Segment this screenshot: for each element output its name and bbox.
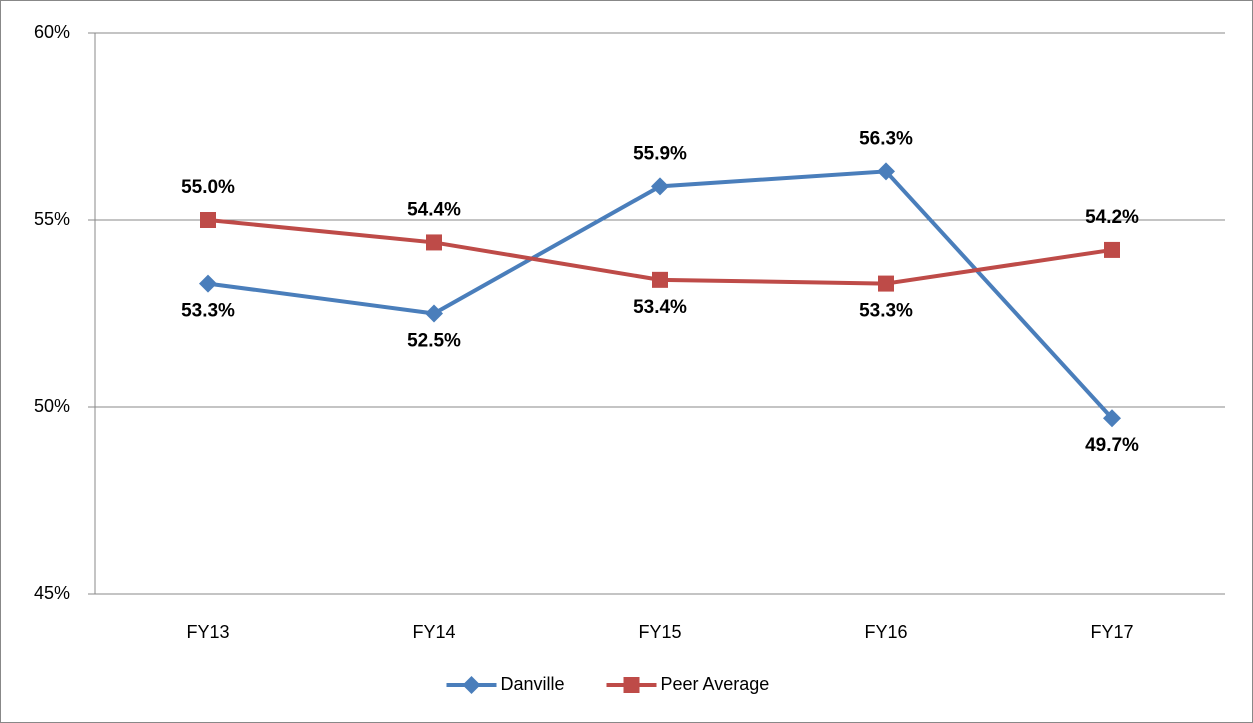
data-label: 55.0%	[181, 177, 235, 198]
marker	[652, 271, 668, 288]
data-label: 49.7%	[1085, 435, 1139, 456]
marker	[1104, 241, 1120, 258]
marker	[199, 274, 217, 293]
marker	[425, 304, 443, 323]
data-label: 55.9%	[633, 143, 687, 164]
marker	[1103, 409, 1121, 428]
marker	[877, 162, 895, 181]
y-tick-label: 50%	[34, 396, 70, 416]
x-tick-label: FY15	[638, 622, 681, 642]
legend-label: Danville	[501, 674, 565, 694]
y-tick-label: 55%	[34, 209, 70, 229]
data-label: 56.3%	[859, 128, 913, 149]
marker	[623, 677, 640, 693]
marker	[426, 234, 442, 251]
x-tick-label: FY17	[1090, 622, 1133, 642]
marker	[878, 275, 894, 292]
data-label: 53.3%	[181, 301, 235, 322]
y-tick-label: 60%	[34, 22, 70, 42]
x-tick-label: FY14	[412, 622, 455, 642]
data-label: 54.4%	[407, 199, 461, 220]
y-tick-label: 45%	[34, 583, 70, 603]
marker	[651, 177, 669, 196]
marker	[200, 212, 216, 228]
x-tick-label: FY13	[186, 622, 229, 642]
data-label: 54.2%	[1085, 207, 1139, 228]
marker	[462, 676, 481, 694]
data-label: 53.3%	[859, 301, 913, 322]
data-label: 53.4%	[633, 297, 687, 318]
x-tick-label: FY16	[864, 622, 907, 642]
legend-label: Peer Average	[661, 674, 770, 694]
data-label: 52.5%	[407, 331, 461, 352]
